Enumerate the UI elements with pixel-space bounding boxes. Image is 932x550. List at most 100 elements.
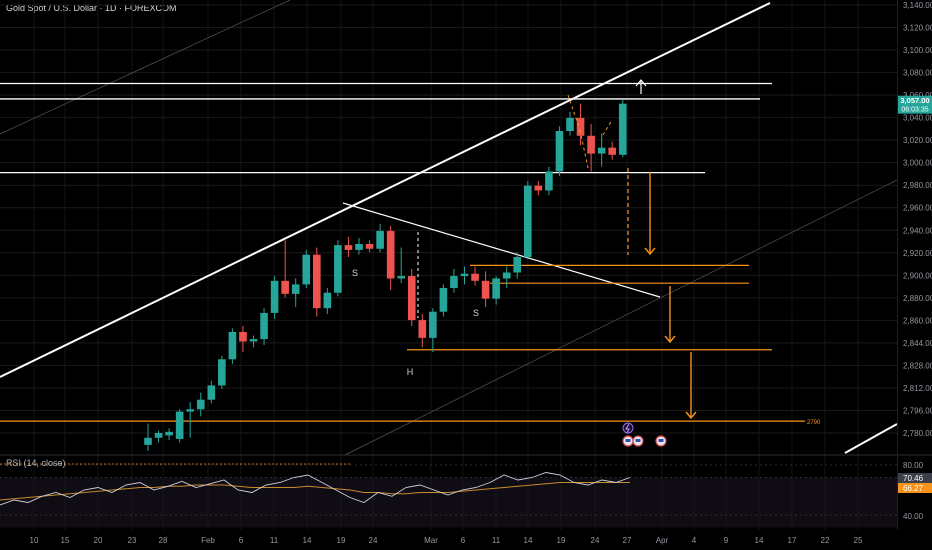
lightning-icon — [622, 422, 634, 434]
channel-thin-line-lower — [344, 179, 898, 456]
candle-body — [302, 254, 311, 285]
date-tick-label: 24 — [369, 536, 378, 545]
candle-body — [165, 431, 173, 436]
candle-body — [471, 273, 479, 281]
dashed-marker — [602, 119, 613, 136]
date-tick-label: 14 — [303, 536, 312, 545]
target-arrow-head — [664, 335, 676, 344]
candle-body — [365, 243, 374, 249]
price-tick-label: 2,920.00 — [903, 249, 932, 258]
date-tick-label: 24 — [591, 536, 600, 545]
price-tick-label: 2,780.00 — [903, 429, 932, 438]
symbol-title: Gold Spot / U.S. Dollar · 1D · FOREXCOM — [6, 3, 177, 13]
price-tick-label: 2,860.00 — [903, 316, 932, 325]
candle-body — [355, 243, 363, 250]
price-tick-label: 2,940.00 — [903, 226, 932, 235]
candle-body — [196, 399, 205, 410]
candle-body — [460, 273, 469, 277]
candle-body — [386, 230, 395, 279]
date-tick-label: 11 — [492, 536, 501, 545]
price-tick-label: 2,880.00 — [903, 294, 932, 303]
candle-body — [270, 280, 279, 313]
pattern-annotation: S — [352, 268, 358, 278]
pattern-annotation: S — [473, 308, 479, 318]
rsi-value-badge — [898, 473, 932, 483]
candle-body — [534, 185, 543, 191]
pattern-annotation: H — [407, 367, 414, 377]
date-tick-label: 9 — [724, 536, 729, 545]
date-tick-label: 19 — [337, 536, 346, 545]
candle-body — [429, 311, 437, 338]
candle-body — [313, 254, 321, 309]
candle-body — [281, 280, 289, 294]
lightning-icon-glyph — [625, 423, 630, 434]
candle-body — [513, 257, 522, 273]
rsi-value-badge — [898, 483, 932, 493]
current-price-badge — [898, 95, 932, 114]
candle-body — [260, 312, 268, 340]
candle-body — [524, 185, 532, 258]
candle-body — [218, 359, 226, 386]
candle-body — [492, 278, 500, 299]
rsi-line — [0, 472, 631, 506]
candle-body — [239, 331, 247, 342]
date-tick-label: Apr — [656, 536, 669, 545]
candle-body — [407, 276, 416, 321]
neckline — [342, 202, 661, 298]
candle-body — [450, 276, 458, 288]
date-tick-label: 4 — [692, 536, 697, 545]
candle-body — [397, 276, 405, 279]
candle-body — [376, 230, 384, 249]
date-tick-label: Feb — [201, 536, 215, 545]
date-tick-label: Mar — [424, 536, 438, 545]
date-tick-label: 10 — [30, 536, 39, 545]
candle-body — [597, 147, 606, 154]
rsi-title: RSI (14, close) — [6, 458, 66, 468]
current-price-label: 3,057.00 — [900, 96, 929, 105]
price-tick-label: 2,844.00 — [903, 339, 932, 348]
rsi-axis-label: 40.00 — [903, 512, 924, 521]
date-tick-label: 14 — [755, 536, 764, 545]
rsi-band — [0, 477, 897, 528]
candle-body — [175, 411, 184, 439]
candle-body — [439, 287, 448, 312]
candle-body — [618, 103, 627, 155]
candle-body — [566, 117, 574, 132]
price-tick-label: 3,140.00 — [903, 1, 932, 10]
candle-body — [545, 171, 553, 191]
price-tick-label: 3,020.00 — [903, 136, 932, 145]
target-arrow-head — [644, 247, 656, 256]
price-tick-label: 3,060.00 — [903, 91, 932, 100]
date-tick-label: 15 — [61, 536, 70, 545]
date-tick-label: 22 — [821, 536, 830, 545]
countdown-label: 06:03:35 — [901, 107, 928, 114]
price-tick-label: 3,040.00 — [903, 114, 932, 123]
price-tick-label: 3,000.00 — [903, 159, 932, 168]
price-tick-label: 2,900.00 — [903, 271, 932, 280]
candle-body — [608, 147, 616, 155]
candle-body — [291, 284, 300, 294]
candle-body — [186, 409, 194, 412]
dashed-marker — [579, 129, 589, 169]
date-tick-label: 6 — [461, 536, 466, 545]
date-tick-label: 27 — [623, 536, 632, 545]
price-tick-label: 3,100.00 — [903, 46, 932, 55]
candle-body — [154, 433, 163, 438]
price-tick-label: 2,980.00 — [903, 181, 932, 190]
price-tick-label: 2,812.00 — [903, 384, 932, 393]
price-tick-label: 2,828.00 — [903, 361, 932, 370]
candle-body — [249, 339, 258, 342]
candle-body — [576, 117, 585, 136]
date-tick-label: 23 — [128, 536, 137, 545]
price-tick-label: 3,080.00 — [903, 69, 932, 78]
dashed-marker — [567, 94, 581, 131]
rsi-axis-label: 80.00 — [903, 461, 924, 470]
date-tick-label: 19 — [557, 536, 566, 545]
price-tick-label: 3,120.00 — [903, 24, 932, 33]
candle-body — [502, 272, 511, 279]
date-tick-label: 28 — [159, 536, 168, 545]
rsi-value-label: 70.46 — [903, 474, 924, 483]
candle-body — [481, 280, 490, 299]
